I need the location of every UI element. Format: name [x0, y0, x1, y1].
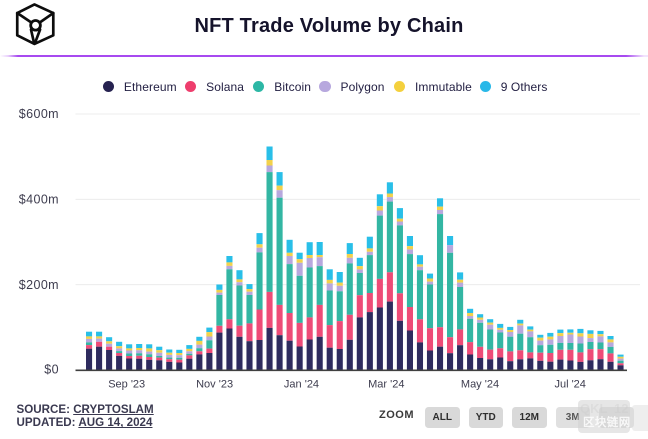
svg-text:$0: $0 — [44, 363, 59, 377]
svg-text:Sep '23: Sep '23 — [108, 379, 145, 391]
svg-text:Jul '24: Jul '24 — [554, 379, 585, 391]
svg-text:QKL: QKL — [580, 401, 608, 416]
svg-text:Nov '23: Nov '23 — [196, 379, 233, 391]
svg-text:Jan '24: Jan '24 — [284, 379, 319, 391]
svg-text:区块链网: 区块链网 — [583, 415, 631, 429]
svg-text:$400m: $400m — [19, 193, 59, 207]
svg-text:$600m: $600m — [19, 107, 59, 121]
svg-text:12: 12 — [614, 401, 628, 416]
svg-text:Mar '24: Mar '24 — [368, 379, 404, 391]
svg-text:$200m: $200m — [19, 278, 59, 292]
svg-text:May '24: May '24 — [461, 379, 499, 391]
